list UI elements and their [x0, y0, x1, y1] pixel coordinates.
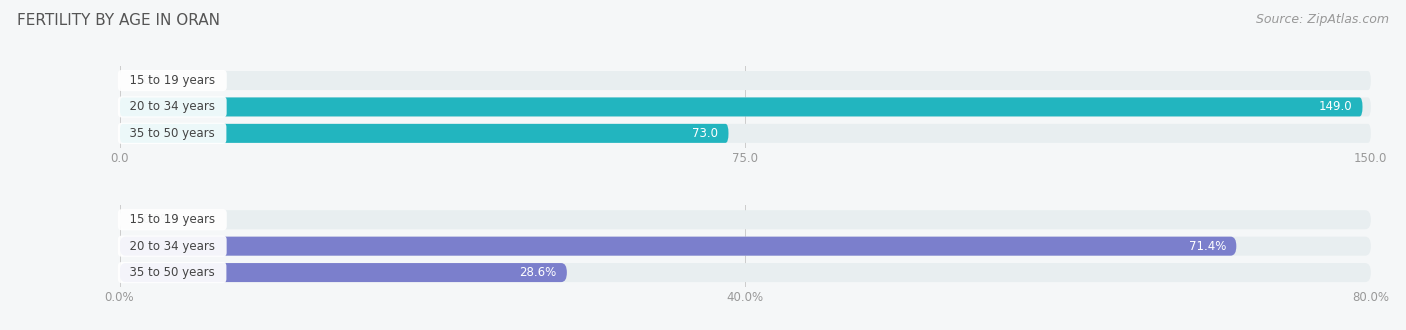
FancyBboxPatch shape	[120, 263, 1371, 282]
Text: Source: ZipAtlas.com: Source: ZipAtlas.com	[1256, 13, 1389, 26]
Text: 20 to 34 years: 20 to 34 years	[122, 100, 222, 114]
FancyBboxPatch shape	[120, 97, 1371, 116]
Text: 71.4%: 71.4%	[1189, 240, 1226, 253]
Text: 20 to 34 years: 20 to 34 years	[122, 240, 222, 253]
Text: 0.0%: 0.0%	[142, 213, 172, 226]
FancyBboxPatch shape	[120, 263, 567, 282]
FancyBboxPatch shape	[120, 71, 1371, 90]
Text: 149.0: 149.0	[1319, 100, 1353, 114]
Text: 28.6%: 28.6%	[520, 266, 557, 279]
Text: 15 to 19 years: 15 to 19 years	[122, 213, 222, 226]
FancyBboxPatch shape	[120, 124, 1371, 143]
Text: 35 to 50 years: 35 to 50 years	[122, 127, 222, 140]
FancyBboxPatch shape	[120, 210, 1371, 229]
FancyBboxPatch shape	[120, 124, 728, 143]
Text: 0.0: 0.0	[142, 74, 160, 87]
FancyBboxPatch shape	[120, 97, 1362, 116]
FancyBboxPatch shape	[120, 237, 1371, 256]
Text: 15 to 19 years: 15 to 19 years	[122, 74, 222, 87]
Text: 35 to 50 years: 35 to 50 years	[122, 266, 222, 279]
Text: 73.0: 73.0	[693, 127, 718, 140]
Text: FERTILITY BY AGE IN ORAN: FERTILITY BY AGE IN ORAN	[17, 13, 219, 28]
FancyBboxPatch shape	[120, 237, 1236, 256]
